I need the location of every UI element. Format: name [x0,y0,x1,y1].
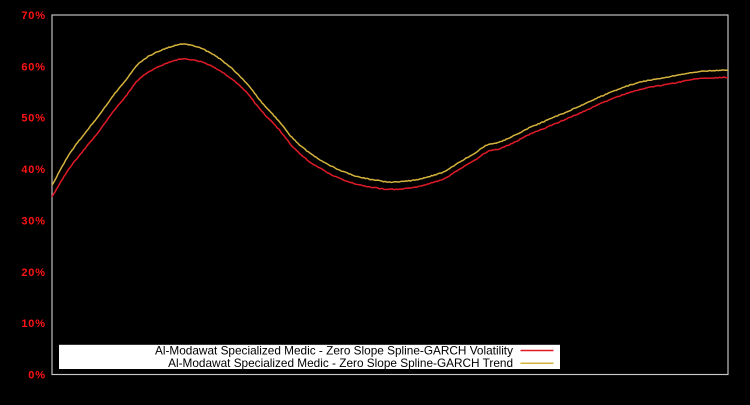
svg-text:70%: 70% [21,10,45,22]
svg-text:0%: 0% [28,370,46,382]
svg-text:10%: 10% [21,318,45,330]
svg-text:30%: 30% [21,215,45,227]
svg-text:20%: 20% [21,267,45,279]
svg-text:Al-Modawat Specialized Medic -: Al-Modawat Specialized Medic - Zero Slop… [155,343,513,357]
svg-text:50%: 50% [21,113,45,125]
svg-text:60%: 60% [21,61,45,73]
svg-text:Al-Modawat Specialized Medic -: Al-Modawat Specialized Medic - Zero Slop… [168,356,513,370]
svg-text:40%: 40% [21,164,45,176]
